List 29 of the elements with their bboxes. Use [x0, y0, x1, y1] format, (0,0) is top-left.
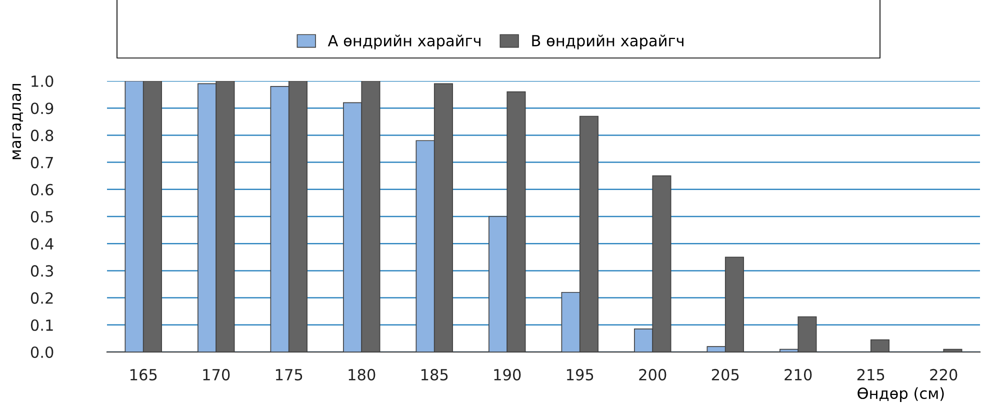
y-tick-label: 0.3 — [30, 265, 53, 277]
x-tick-label: 190 — [494, 368, 521, 380]
x-axis-title: Өндөр (см) — [858, 387, 944, 402]
y-tick-label: 0.9 — [30, 102, 54, 114]
bar — [870, 339, 890, 352]
y-tick-label: 0.2 — [30, 292, 53, 304]
y-tick-label: 0.7 — [30, 156, 53, 168]
x-tick-label: 170 — [203, 368, 230, 380]
x-tick-label: 195 — [566, 368, 594, 380]
y-tick-label: 0.5 — [30, 210, 53, 223]
bar — [943, 348, 962, 352]
legend-label: В өндрийн харайгч — [532, 34, 684, 50]
x-tick-label: 165 — [130, 368, 157, 380]
y-tick-label: 0.1 — [30, 319, 53, 331]
x-tick-label: 205 — [712, 368, 739, 380]
y-tick-label: 0.4 — [30, 238, 54, 250]
y-tick-label: 0.0 — [30, 346, 54, 358]
y-tick-label: 0.6 — [30, 184, 54, 196]
y-tick-label: 1.0 — [32, 75, 54, 88]
x-tick-label: 180 — [348, 368, 376, 380]
y-axis-title: магадлал — [12, 84, 23, 160]
x-tick-label: 175 — [276, 369, 302, 380]
x-tick-label: 185 — [421, 368, 448, 380]
x-tick-label: 200 — [639, 368, 666, 380]
x-tick-label: 220 — [930, 368, 958, 380]
x-tick-label: 210 — [784, 368, 812, 380]
y-tick-label: 0.8 — [30, 130, 54, 142]
x-tick-label: 215 — [857, 368, 884, 380]
legend-label: А өндрийн харайгч — [328, 34, 480, 50]
